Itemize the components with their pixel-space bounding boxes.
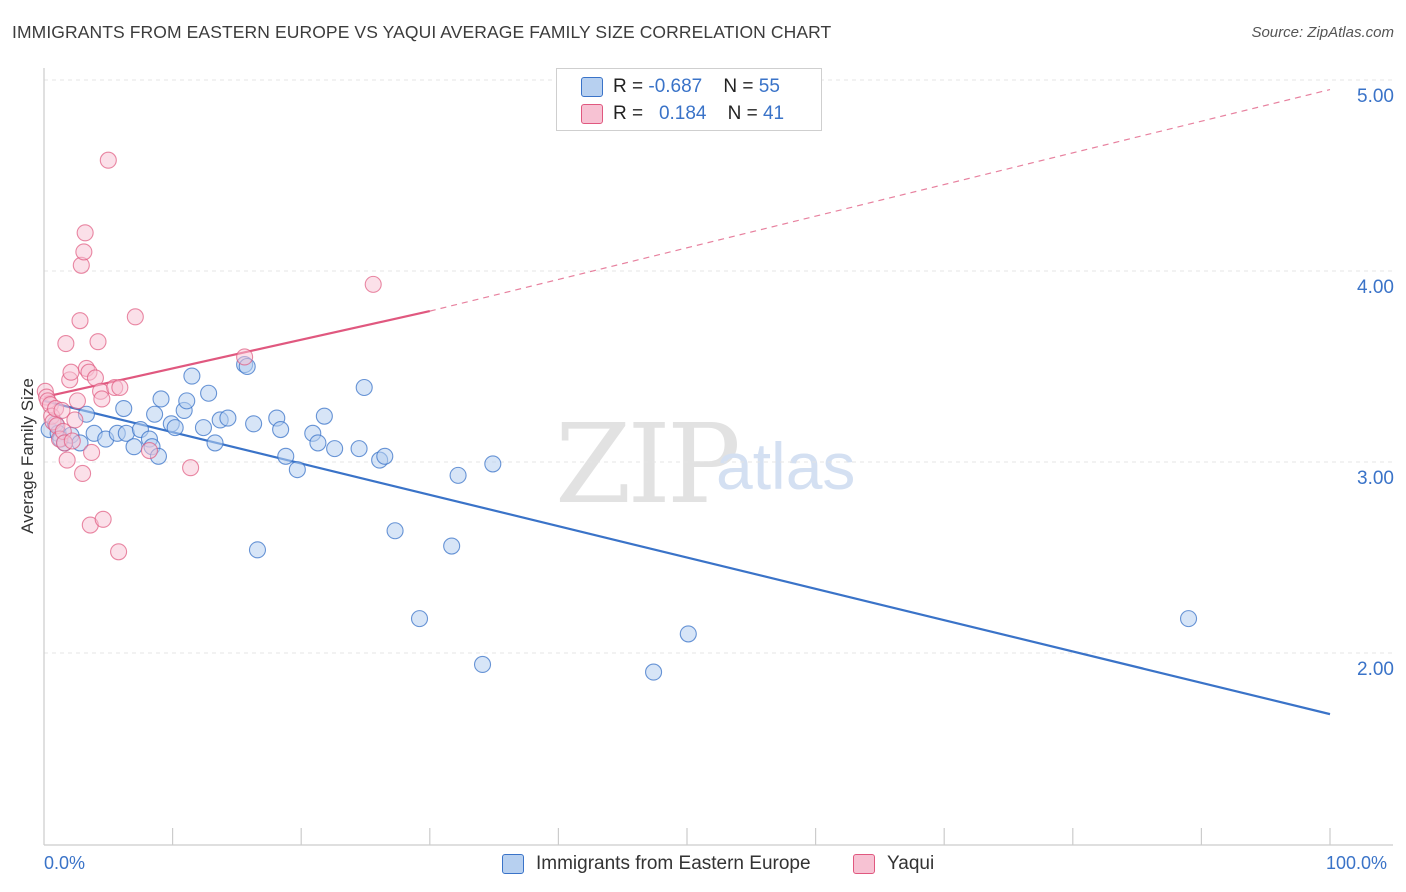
legend-r-label: R = <box>613 76 649 97</box>
data-point-yaqui <box>66 411 84 429</box>
legend-n-value: 41 <box>762 103 785 124</box>
data-point-eastern-europe <box>350 440 368 458</box>
data-point-eastern-europe <box>679 625 697 643</box>
data-point-eastern-europe <box>183 367 201 385</box>
data-point-eastern-europe <box>376 447 394 465</box>
data-point-eastern-europe <box>645 663 663 681</box>
data-point-yaqui <box>74 464 92 483</box>
data-point-eastern-europe <box>484 455 502 473</box>
data-point-eastern-europe <box>115 399 133 418</box>
legend-n-value: 55 <box>758 76 780 97</box>
x-axis-max-label: 100.0% <box>1326 853 1388 873</box>
watermark-atlas: atlas <box>716 429 856 503</box>
data-point-eastern-europe <box>449 466 467 484</box>
legend-series-label: Yaqui <box>887 853 935 874</box>
data-point-yaqui <box>68 392 86 410</box>
y-tick-label: 2.00 <box>1357 659 1394 680</box>
data-point-yaqui <box>93 390 111 408</box>
data-point-yaqui <box>236 348 254 366</box>
data-point-eastern-europe <box>248 541 267 559</box>
data-point-yaqui <box>111 378 129 397</box>
data-point-yaqui <box>83 443 101 462</box>
data-point-eastern-europe <box>386 522 404 540</box>
data-point-eastern-europe <box>277 447 295 465</box>
data-point-eastern-europe <box>245 415 263 433</box>
data-point-yaqui <box>63 432 81 450</box>
data-point-yaqui <box>89 333 107 351</box>
data-point-yaqui <box>94 510 112 528</box>
legend-r-value: -0.687 <box>648 76 703 97</box>
legend-item-eastern-europe: Immigrants from Eastern Europe <box>502 851 811 877</box>
legend-n-label: N = <box>723 76 759 97</box>
data-point-eastern-europe <box>326 440 344 458</box>
data-point-yaqui <box>57 335 75 353</box>
watermark-zip: ZIP <box>555 400 741 528</box>
y-tick-label: 3.00 <box>1357 468 1394 489</box>
trend-line-yaqui-extension <box>429 88 1331 312</box>
data-point-yaqui <box>140 441 159 460</box>
legend-swatch-blue <box>502 854 524 874</box>
data-point-eastern-europe <box>473 655 492 674</box>
data-point-eastern-europe <box>355 378 373 397</box>
data-point-eastern-europe <box>166 419 184 437</box>
data-point-eastern-europe <box>206 434 224 452</box>
data-point-yaqui <box>182 459 200 477</box>
data-point-yaqui <box>75 243 93 261</box>
data-point-eastern-europe <box>309 434 327 452</box>
data-point-yaqui <box>58 451 76 469</box>
legend-swatch-pink <box>581 104 603 124</box>
data-point-eastern-europe <box>443 537 461 555</box>
chart-title: IMMIGRANTS FROM EASTERN EUROPE VS YAQUI … <box>12 22 832 42</box>
data-point-eastern-europe <box>288 461 306 479</box>
data-point-eastern-europe <box>315 407 333 425</box>
legend-series-label: Immigrants from Eastern Europe <box>536 853 811 874</box>
data-point-yaqui <box>99 151 117 169</box>
data-point-eastern-europe <box>410 610 429 628</box>
data-point-yaqui <box>76 224 94 242</box>
data-point-yaqui <box>110 543 128 561</box>
data-point-yaqui <box>53 401 71 419</box>
data-point-yaqui <box>62 363 80 381</box>
data-point-yaqui <box>71 312 89 330</box>
data-point-eastern-europe <box>146 405 164 423</box>
legend-swatch-pink <box>853 854 875 874</box>
legend-item-yaqui: Yaqui <box>853 851 934 877</box>
data-point-eastern-europe <box>152 390 170 408</box>
legend-swatch-blue <box>581 77 603 97</box>
data-point-yaqui <box>364 275 382 293</box>
y-tick-label: 5.00 <box>1357 86 1394 107</box>
data-point-eastern-europe <box>194 419 213 437</box>
x-axis-min-label: 0.0% <box>44 853 86 873</box>
data-point-eastern-europe <box>1179 610 1198 628</box>
y-tick-label: 4.00 <box>1357 277 1394 298</box>
source-label: Source: ZipAtlas.com <box>1251 24 1394 41</box>
data-point-eastern-europe <box>125 438 143 456</box>
legend-r-value: 0.184 <box>658 103 707 124</box>
y-axis-label: Average Family Size <box>18 378 37 534</box>
legend-n-label: N = <box>727 103 763 124</box>
data-point-eastern-europe <box>272 420 290 439</box>
data-point-eastern-europe <box>200 384 218 402</box>
legend-r-label: R = <box>613 103 649 124</box>
data-point-eastern-europe <box>178 392 196 410</box>
data-point-eastern-europe <box>219 409 237 427</box>
correlation-legend: R = -0.687 N = 55 R = 0.184 N = 41 <box>556 68 822 131</box>
data-point-yaqui <box>126 308 144 326</box>
trend-line-eastern-europe <box>43 399 1331 716</box>
